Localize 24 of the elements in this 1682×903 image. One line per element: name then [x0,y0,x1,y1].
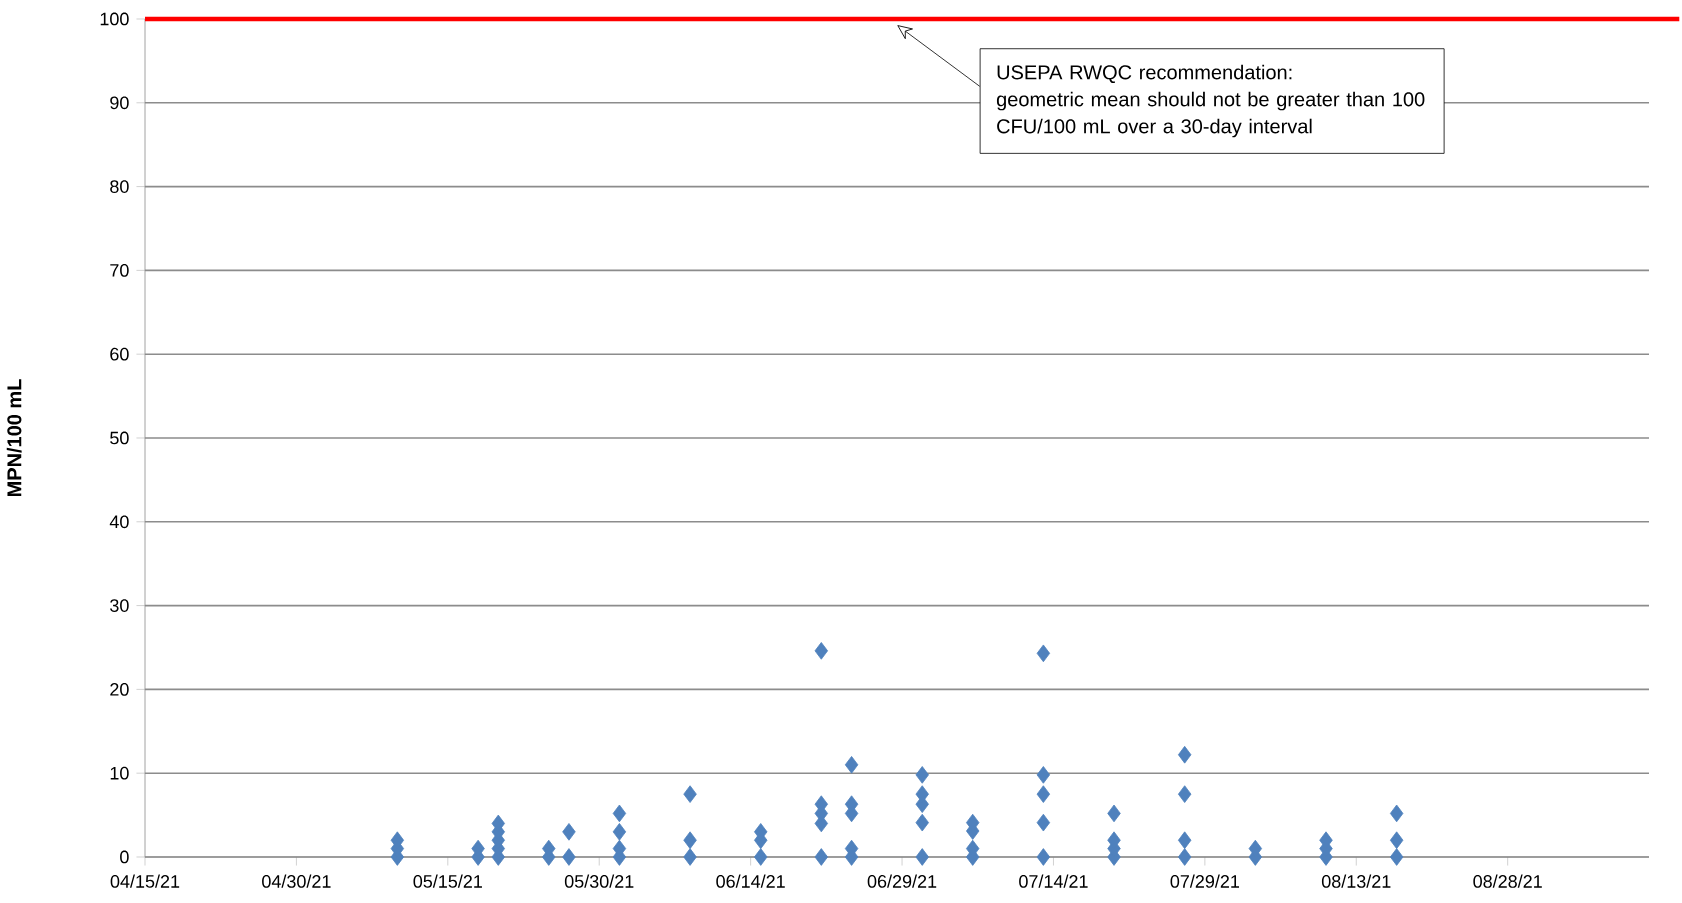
x-tick-label: 08/28/21 [1473,874,1542,888]
x-tick-label: 05/30/21 [564,874,634,888]
x-tick-label: 07/29/21 [1170,874,1240,888]
y-tick-label: 10 [110,766,129,780]
annotation: geometric mean should not be greater than 100 CFU/100 mL over a 30-day interval [996,91,1425,138]
x-tick-label: 06/14/21 [716,874,785,888]
annotation: USEPA RWQC recommendation: [997,64,1292,84]
y-tick-label: 80 [110,180,129,193]
x-tick-label: 04/15/21 [110,874,180,888]
y-tick-label: 30 [110,599,129,612]
y-tick-label: 60 [110,347,129,361]
y-tick-label: 50 [110,431,129,445]
y-tick-label: 20 [110,683,129,696]
y-tick-label: 40 [109,515,129,529]
y-tick-label: 70 [110,264,129,277]
x-tick-label: 05/15/21 [413,874,482,888]
y-tick-label: 100 [100,12,129,26]
x-tick-label: 07/14/21 [1019,874,1088,888]
x-tick-label: 06/29/21 [867,874,937,888]
x-tick-label: 08/13/21 [1321,874,1391,888]
y-tick-label: 90 [110,96,129,110]
y-tick-label: 0 [120,850,129,864]
y-axis-title: MPN/100 mL [6,379,22,497]
x-tick-label: 04/30/21 [262,874,331,888]
